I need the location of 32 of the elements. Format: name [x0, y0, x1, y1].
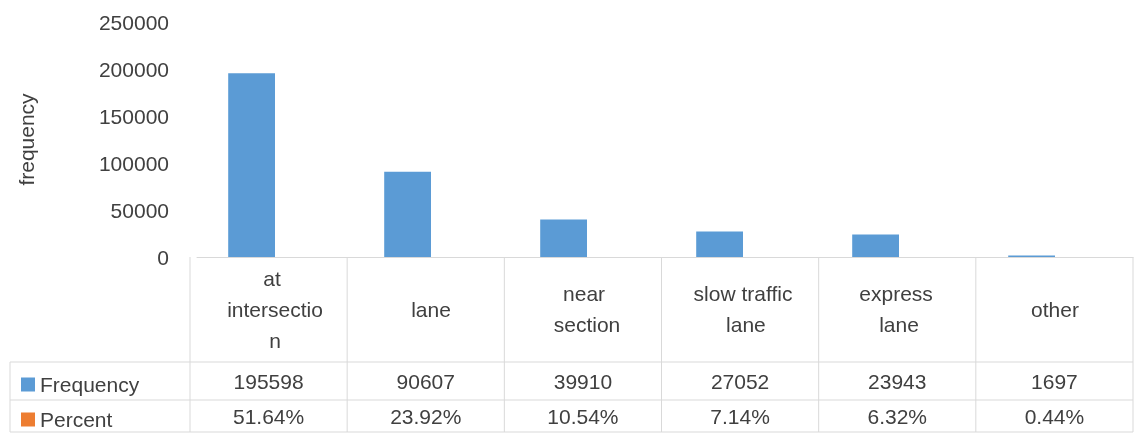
y-tick-label: 250000	[98, 10, 169, 34]
bar	[540, 219, 587, 257]
data-label: 195598	[233, 369, 304, 393]
x-tick-label: at intersection	[227, 266, 323, 352]
data-label: 0.44%	[1024, 404, 1085, 428]
x-tick-label: other	[1031, 297, 1079, 321]
data-label: 51.64%	[232, 404, 305, 428]
y-tick-label: 200000	[98, 57, 169, 81]
data-label: 23.92%	[390, 404, 462, 428]
data-label: 7.14%	[710, 404, 770, 428]
bar	[852, 234, 899, 257]
data-label: 39910	[553, 369, 613, 393]
data-label: 10.54%	[547, 404, 619, 428]
y-tick-label: 50000	[110, 198, 169, 222]
legend-label: Percent	[40, 408, 113, 431]
x-tick-label: slow traffic lane	[693, 282, 793, 336]
y-axis-title: frequency	[15, 92, 38, 186]
data-label: 90607	[396, 369, 455, 393]
y-tick-label: 0	[157, 245, 169, 269]
bar	[384, 171, 431, 257]
data-label: 1697	[1031, 369, 1078, 393]
x-tick-label: near section	[553, 282, 621, 336]
data-label: 27052	[710, 369, 770, 393]
y-tick-label: 100000	[98, 151, 169, 175]
bar	[228, 73, 275, 257]
y-tick-label: 150000	[98, 104, 169, 128]
data-label: 6.32%	[867, 404, 928, 428]
x-tick-label: lane	[411, 297, 451, 321]
legend-label: Frequency	[40, 373, 140, 396]
bar	[696, 231, 743, 257]
x-tick-label: express lane	[859, 282, 939, 336]
data-label: 23943	[868, 369, 927, 393]
